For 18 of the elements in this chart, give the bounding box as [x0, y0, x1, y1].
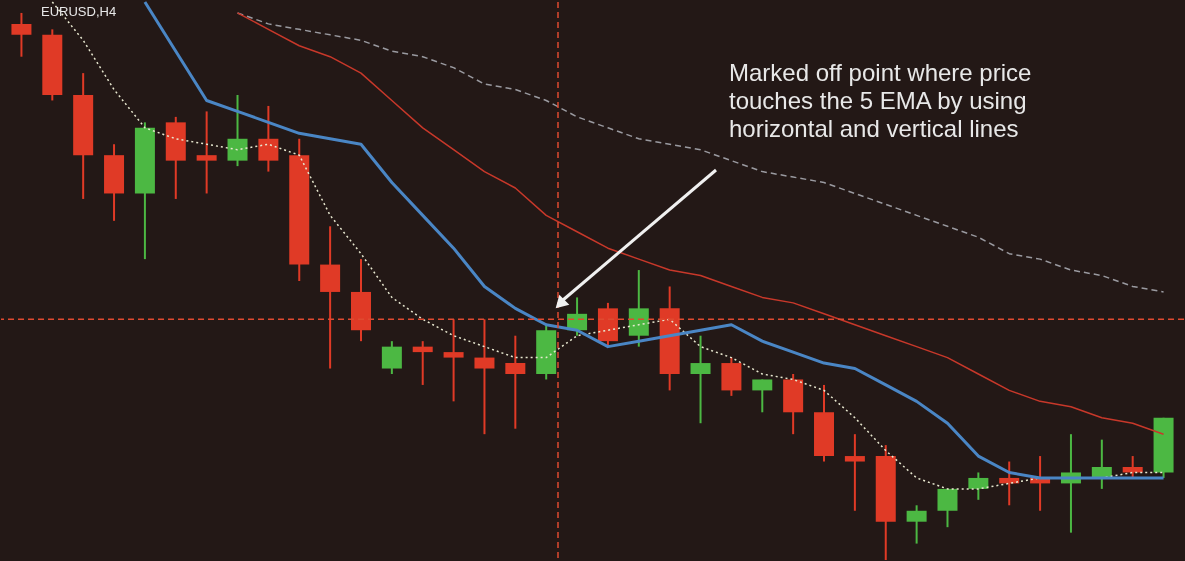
candlestick — [906, 504, 927, 545]
candlestick — [196, 110, 217, 195]
candlestick — [443, 318, 464, 403]
candlestick — [690, 334, 711, 425]
candlestick — [505, 334, 526, 430]
candlestick — [381, 340, 402, 375]
candlestick — [258, 104, 279, 173]
chart-title: EURUSD,H4 — [41, 4, 117, 19]
candlestick — [937, 487, 958, 529]
annotation: Marked off point where price touches the 5 EMA by using horizontal and vertical lines — [729, 59, 1032, 142]
candlestick — [412, 340, 433, 386]
candlestick — [968, 471, 989, 501]
candlestick — [1122, 455, 1143, 479]
candlestick — [752, 378, 773, 414]
candlestick — [227, 94, 248, 168]
candlestick — [11, 11, 32, 58]
candlestick — [844, 433, 865, 512]
candlestick — [474, 318, 495, 436]
